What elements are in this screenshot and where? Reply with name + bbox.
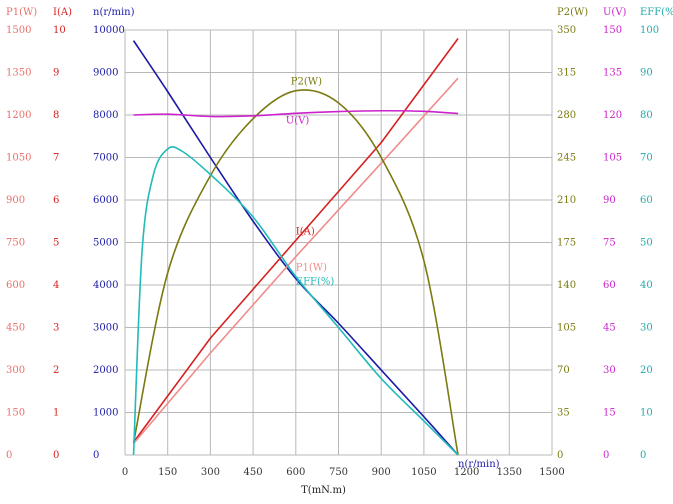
- y-tick-label-I: 2: [53, 365, 59, 376]
- y-tick-label-P1: 1350: [6, 68, 31, 79]
- y-tick-label-P1: 750: [6, 238, 25, 249]
- y-tick-label-P1: 300: [6, 365, 25, 376]
- x-tick-label: 1200: [454, 467, 479, 478]
- y-axis-title-EFF: EFF(%): [640, 7, 673, 18]
- series-line: [132, 38, 459, 443]
- y-tick-label-n: 3000: [93, 323, 118, 334]
- y-tick-label-P2: 245: [557, 153, 576, 164]
- x-tick-label: 0: [122, 467, 128, 478]
- y-tick-label-I: 7: [53, 153, 59, 164]
- y-tick-label-I: 5: [53, 238, 59, 249]
- y-tick-label-P2: 280: [557, 110, 576, 121]
- y-tick-label-I: 1: [53, 408, 59, 419]
- y-tick-label-I: 4: [53, 280, 59, 291]
- x-tick-label: 750: [329, 467, 348, 478]
- x-tick-label: 1050: [411, 467, 436, 478]
- y-tick-label-U: 150: [603, 25, 622, 36]
- x-tick-label: 150: [158, 467, 177, 478]
- y-tick-label-P2: 140: [557, 280, 576, 291]
- x-tick-label: 450: [244, 467, 263, 478]
- y-tick-label-I: 10: [53, 25, 66, 36]
- y-axis-title-n: n(r/min): [93, 7, 135, 18]
- y-tick-label-P1: 1500: [6, 25, 31, 36]
- y-axis-title-P2: P2(W): [557, 7, 588, 18]
- y-tick-label-U: 75: [603, 238, 616, 249]
- y-tick-label-P1: 0: [6, 450, 12, 461]
- y-tick-label-P1: 150: [6, 408, 25, 419]
- x-tick-label: 900: [372, 467, 391, 478]
- y-tick-label-P2: 105: [557, 323, 576, 334]
- y-tick-label-P2: 350: [557, 25, 576, 36]
- y-tick-label-U: 135: [603, 68, 622, 79]
- y-tick-label-n: 2000: [93, 365, 118, 376]
- x-tick-label: 1500: [539, 467, 564, 478]
- y-axis-title-P1: P1(W): [6, 7, 37, 18]
- series-label: P2(W): [291, 77, 322, 88]
- y-tick-label-P1: 900: [6, 195, 25, 206]
- y-tick-label-I: 8: [53, 110, 59, 121]
- series-label: n(r/min): [458, 459, 500, 470]
- y-tick-label-n: 10000: [93, 25, 125, 36]
- y-tick-label-EFF: 30: [640, 323, 653, 334]
- y-tick-label-EFF: 40: [640, 280, 653, 291]
- y-tick-label-n: 7000: [93, 153, 118, 164]
- y-tick-label-I: 0: [53, 450, 59, 461]
- y-tick-label-P1: 600: [6, 280, 25, 291]
- y-tick-label-I: 3: [53, 323, 59, 334]
- y-axis-title-I: I(A): [53, 7, 72, 18]
- x-axis-label: T(mN.m): [301, 485, 346, 496]
- y-tick-label-n: 9000: [93, 68, 118, 79]
- series-label: U(V): [286, 115, 310, 126]
- series-line: [132, 40, 459, 456]
- series-line: [132, 77, 459, 445]
- y-tick-label-n: 1000: [93, 408, 118, 419]
- y-tick-label-EFF: 60: [640, 195, 653, 206]
- y-tick-label-I: 9: [53, 68, 59, 79]
- series-label: P1(W): [296, 263, 327, 274]
- y-tick-label-P2: 35: [557, 408, 570, 419]
- y-tick-label-U: 30: [603, 365, 616, 376]
- series-label: I(A): [296, 226, 315, 237]
- y-tick-label-EFF: 50: [640, 238, 653, 249]
- y-tick-label-U: 45: [603, 323, 616, 334]
- y-tick-label-P1: 450: [6, 323, 25, 334]
- series-line: [133, 109, 459, 118]
- x-tick-label: 1350: [497, 467, 522, 478]
- y-tick-label-n: 4000: [93, 280, 118, 291]
- y-tick-label-EFF: 90: [640, 68, 653, 79]
- series-label: EFF(%): [296, 277, 335, 288]
- y-tick-label-n: 8000: [93, 110, 118, 121]
- y-tick-label-P1: 1050: [6, 153, 31, 164]
- y-tick-label-U: 90: [603, 195, 616, 206]
- y-tick-label-n: 0: [93, 450, 99, 461]
- y-tick-label-EFF: 70: [640, 153, 653, 164]
- y-tick-label-EFF: 20: [640, 365, 653, 376]
- y-tick-label-n: 5000: [93, 238, 118, 249]
- y-tick-label-U: 15: [603, 408, 616, 419]
- y-tick-label-EFF: 10: [640, 408, 653, 419]
- y-tick-label-P2: 175: [557, 238, 576, 249]
- y-tick-label-P2: 0: [557, 450, 563, 461]
- series-line: [132, 146, 459, 456]
- x-tick-label: 300: [201, 467, 220, 478]
- y-tick-label-P1: 1200: [6, 110, 31, 121]
- y-tick-label-EFF: 80: [640, 110, 653, 121]
- y-axis-title-U: U(V): [603, 7, 627, 18]
- y-tick-label-EFF: 0: [640, 450, 646, 461]
- y-tick-label-U: 0: [603, 450, 609, 461]
- series-line: [132, 89, 459, 456]
- y-tick-label-P2: 210: [557, 195, 576, 206]
- y-tick-label-P2: 70: [557, 365, 570, 376]
- y-tick-label-U: 105: [603, 153, 622, 164]
- y-tick-label-P2: 315: [557, 68, 576, 79]
- y-tick-label-U: 60: [603, 280, 616, 291]
- x-tick-label: 600: [286, 467, 305, 478]
- y-tick-label-EFF: 100: [640, 25, 659, 36]
- y-tick-label-U: 120: [603, 110, 622, 121]
- y-tick-label-I: 6: [53, 195, 59, 206]
- y-tick-label-n: 6000: [93, 195, 118, 206]
